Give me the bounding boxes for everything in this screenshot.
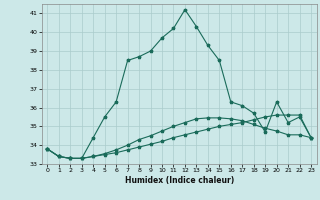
X-axis label: Humidex (Indice chaleur): Humidex (Indice chaleur) [124, 176, 234, 185]
